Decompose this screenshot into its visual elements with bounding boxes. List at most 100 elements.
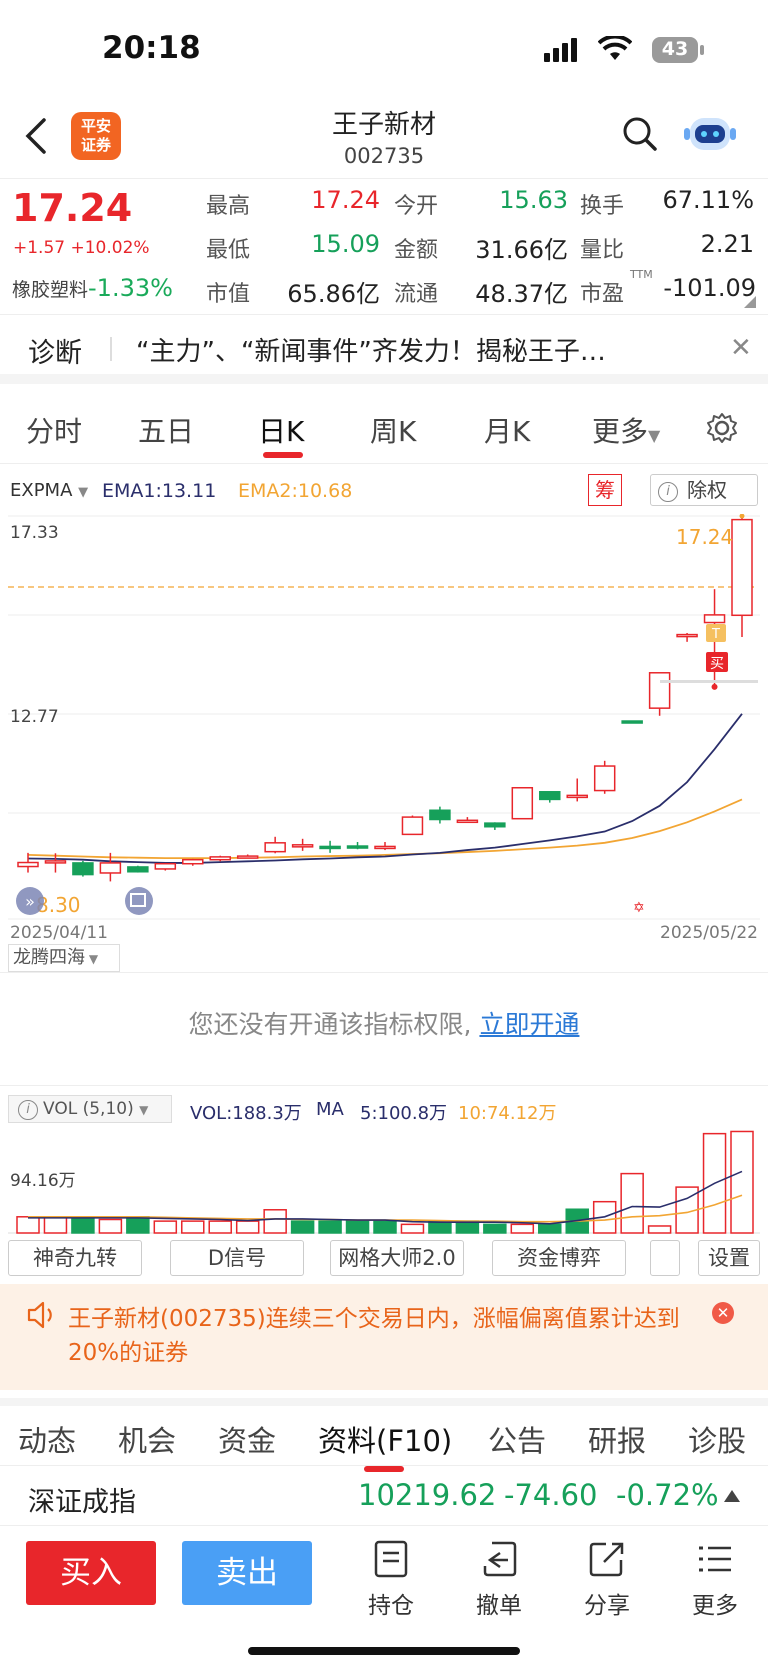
tab-announcement[interactable]: 公告	[488, 1424, 547, 1458]
magic-nine-button[interactable]: 神奇九转	[8, 1240, 142, 1276]
battery-icon: 43	[652, 37, 698, 63]
candle	[484, 822, 506, 828]
candle	[676, 633, 698, 638]
close-icon[interactable]: ✕	[730, 333, 752, 363]
tab-diagnose[interactable]: 诊股	[688, 1424, 747, 1458]
volume-ratio-value: 2.21	[700, 230, 754, 258]
tab-five-day[interactable]: 五日	[138, 415, 195, 448]
tab-news[interactable]: 动态	[18, 1424, 77, 1458]
tab-funds[interactable]: 资金	[218, 1424, 277, 1458]
tab-profile-f10[interactable]: 资料(F10)	[318, 1424, 453, 1458]
close-icon[interactable]: ✕	[712, 1302, 734, 1324]
tab-monthly-k[interactable]: 月K	[484, 415, 531, 448]
kline-chart[interactable]: 17.33 12.77 8.30 17.24 T 买 ✡ » 2025/04/1…	[0, 514, 768, 954]
alert-notice: 王子新材(002735)连续三个交易日内，涨幅偏离值累计达到20%的证券 ✕	[0, 1284, 768, 1390]
market-cap-value: 65.86亿	[287, 280, 380, 308]
t-marker-label: T	[711, 627, 720, 642]
tab-more-label: 更多	[592, 415, 649, 448]
float-cap-label: 流通	[394, 282, 439, 307]
tab-opportunity[interactable]: 机会	[118, 1424, 177, 1458]
grid	[8, 515, 760, 920]
index-name: 深证成指	[28, 1487, 136, 1518]
buy-button[interactable]: 买入	[26, 1541, 156, 1605]
back-icon[interactable]	[24, 118, 50, 154]
volume-bar	[538, 1223, 562, 1234]
volume-bar	[43, 1216, 68, 1234]
permission-text: 您还没有开通该指标权限,	[188, 1010, 472, 1039]
chip-distribution-button[interactable]: 筹	[588, 474, 622, 506]
candle	[127, 866, 149, 873]
divider	[110, 337, 112, 361]
diagnosis-text[interactable]: “主力”、“新闻事件”齐发力！揭秘王子…	[136, 337, 606, 367]
last-price-dot	[739, 514, 745, 519]
candle	[236, 855, 259, 859]
volume-bar	[483, 1223, 507, 1234]
notice-text: 王子新材(002735)连续三个交易日内，涨幅偏离值累计达到20%的证券	[68, 1306, 680, 1366]
industry[interactable]: 橡胶塑料-1.33%	[12, 274, 173, 302]
ema2-value: EMA2:10.68	[238, 480, 353, 502]
volume-bar	[71, 1217, 95, 1234]
cancel-order-label: 撤单	[476, 1593, 522, 1619]
volume-bar	[263, 1209, 287, 1234]
float-cap-value: 48.37亿	[475, 280, 568, 308]
cancel-order-button[interactable]: 撤单	[464, 1540, 534, 1620]
robot-assistant-icon[interactable]	[684, 110, 736, 156]
volume-bar	[647, 1225, 672, 1234]
tab-more[interactable]: 更多▼	[592, 410, 660, 450]
home-indicator	[248, 1647, 520, 1655]
more-button[interactable]: 更多	[680, 1540, 750, 1620]
tab-intraday[interactable]: 分时	[26, 415, 83, 448]
expand-left-icon	[16, 887, 44, 915]
last-price-label: 17.24	[676, 525, 733, 549]
indicator-selector[interactable]: EXPMA ▼	[10, 480, 88, 501]
date-end: 2025/05/22	[660, 923, 758, 943]
fund-game-button[interactable]: 资金博弈	[492, 1240, 626, 1276]
index-value: 10219.62	[358, 1478, 497, 1512]
grid-master-button[interactable]: 网格大师2.0	[330, 1240, 464, 1276]
volume-bar	[290, 1220, 315, 1234]
info-icon: i	[18, 1100, 38, 1120]
expand-up-icon[interactable]	[724, 1490, 740, 1502]
tab-daily-k[interactable]: 日K	[258, 415, 305, 448]
chart-period-tabs: 分时 五日 日K 周K 月K 更多▼	[0, 394, 768, 464]
tool-button-partial[interactable]	[650, 1240, 680, 1276]
adjust-right-button[interactable]: 除权	[650, 474, 758, 506]
volume-chart[interactable]: 94.16万	[0, 1123, 768, 1235]
sell-button[interactable]: 卖出	[182, 1541, 312, 1605]
diagnosis-label: 诊断	[28, 338, 82, 369]
pe-label: 市盈	[580, 282, 625, 307]
price-label-mid: 12.77	[10, 707, 59, 727]
ma-label: MA	[316, 1099, 344, 1120]
stock-code: 002735	[343, 144, 425, 168]
settings-gear-icon[interactable]	[706, 412, 738, 444]
range-select-icon	[125, 887, 153, 915]
volume-axis-label: 94.16万	[10, 1171, 76, 1191]
index-change: -74.60	[504, 1478, 598, 1512]
open-now-link[interactable]: 立即开通	[479, 1010, 580, 1039]
settings-button[interactable]: 设置	[698, 1240, 760, 1276]
logo-line1: 平安	[80, 117, 111, 135]
market-cap-label: 市值	[206, 282, 251, 307]
signal-icon	[544, 38, 577, 62]
d-signal-button[interactable]: D信号	[170, 1240, 304, 1276]
info-tabs: 动态 机会 资金 资料(F10) 公告 研报 诊股	[0, 1398, 768, 1472]
candle	[429, 809, 451, 821]
volume-bar	[345, 1220, 370, 1234]
candle	[346, 845, 369, 849]
volume-ma5-line	[28, 1170, 743, 1225]
status-time: 20:18	[102, 30, 201, 66]
search-icon[interactable]	[620, 114, 660, 154]
tab-research[interactable]: 研报	[588, 1424, 647, 1458]
low-point-dot	[711, 683, 718, 690]
high-value: 17.24	[311, 186, 380, 214]
volume-bar	[620, 1172, 644, 1234]
index-ticker[interactable]: 深证成指 10219.62 -74.60 -0.72%	[0, 1466, 768, 1526]
positions-button[interactable]: 持仓	[356, 1540, 426, 1620]
industry-name: 橡胶塑料	[12, 279, 89, 301]
longteng-indicator[interactable]: 龙腾四海 ▼	[8, 944, 120, 972]
caret-down-icon: ▼	[139, 1103, 149, 1117]
diagnosis-banner[interactable]: 诊断 “主力”、“新闻事件”齐发力！揭秘王子… ✕	[0, 314, 768, 384]
share-button[interactable]: 分享	[572, 1540, 642, 1620]
vol-value: VOL:188.3万	[190, 1103, 302, 1124]
tab-weekly-k[interactable]: 周K	[370, 415, 417, 448]
